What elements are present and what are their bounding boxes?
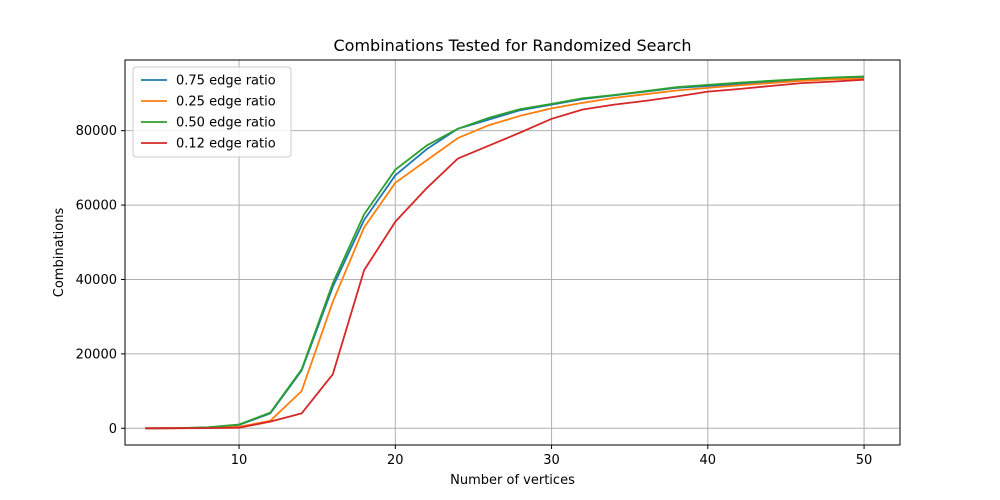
legend-box	[132, 66, 292, 158]
series-line	[145, 78, 865, 430]
y-axis-label: Combinations	[52, 208, 67, 298]
y-tick-label: 0	[109, 422, 117, 437]
plot-frame	[124, 59, 901, 446]
legend-label: 0.75 edge ratio	[176, 74, 276, 89]
x-tick-label: 40	[700, 453, 717, 468]
legend-label: 0.12 edge ratio	[176, 137, 276, 152]
series-lines	[145, 75, 865, 430]
x-tick-label: 50	[856, 453, 873, 468]
x-tick-label: 10	[231, 453, 248, 468]
series-line	[145, 75, 865, 430]
x-tick-label: 20	[387, 453, 404, 468]
axis-ticks: 10 20 30 40 50 0 20000 40000 60000 80000	[76, 124, 873, 468]
y-tick-label: 60000	[76, 199, 117, 214]
grid	[125, 60, 900, 445]
y-tick-label: 40000	[76, 273, 117, 288]
y-tick-label: 20000	[76, 347, 117, 362]
chart-title: Combinations Tested for Randomized Searc…	[334, 36, 692, 55]
legend-label: 0.50 edge ratio	[176, 116, 276, 131]
x-tick-label: 30	[543, 453, 560, 468]
legend-label: 0.25 edge ratio	[176, 95, 276, 110]
x-axis-label: Number of vertices	[450, 473, 575, 488]
y-tick-label: 80000	[76, 124, 117, 139]
legend: 0.75 edge ratio 0.25 edge ratio 0.50 edge …	[132, 66, 292, 158]
